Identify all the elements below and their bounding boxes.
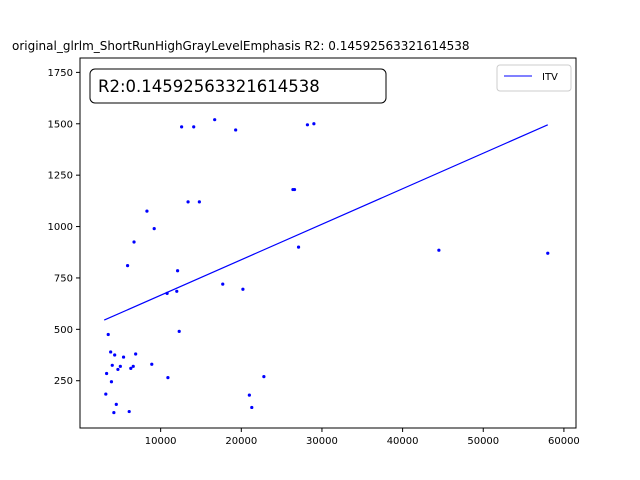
- scatter-point: [250, 405, 254, 410]
- scatter-point: [131, 364, 135, 368]
- r2-annotation: R2:0.14592563321614538: [89, 68, 387, 104]
- y-tick-label: 750: [54, 273, 73, 284]
- chart-title: original_glrlm_ShortRunHighGrayLevelEmph…: [12, 39, 470, 53]
- legend-box: [496, 64, 572, 92]
- scatter-point: [104, 392, 108, 396]
- scatter-point: [234, 128, 238, 132]
- y-tick-label: 500: [54, 325, 73, 336]
- scatter-point: [175, 289, 179, 293]
- scatter-point: [292, 187, 297, 192]
- scatter-point: [262, 375, 266, 379]
- x-tick-label: 10000: [145, 436, 177, 447]
- scatter-point: [241, 287, 245, 291]
- scatter-point: [106, 332, 110, 337]
- y-tick-label: 250: [54, 376, 73, 387]
- regression-line: [103, 124, 549, 321]
- scatter-point: [105, 371, 109, 376]
- scatter-point: [134, 352, 138, 356]
- scatter-point: [125, 264, 130, 268]
- legend-label-itv: ITV: [542, 72, 558, 83]
- x-tick-label: 50000: [467, 436, 499, 447]
- scatter-point: [165, 291, 169, 295]
- scatter-point: [175, 269, 180, 273]
- scatter-point: [180, 125, 184, 129]
- data-marks: [103, 118, 550, 415]
- scatter-point: [192, 125, 196, 129]
- y-tick-label: 1250: [48, 171, 73, 182]
- scatter-point: [197, 200, 201, 204]
- legend: ITV: [496, 64, 572, 92]
- plot-frame: [79, 57, 577, 429]
- scatter-point: [296, 245, 301, 249]
- scatter-point: [247, 393, 251, 397]
- scatter-point: [121, 355, 126, 359]
- scatter-point: [186, 200, 190, 204]
- scatter-point: [166, 376, 170, 380]
- scatter-point: [118, 364, 122, 368]
- scatter-point: [109, 380, 114, 384]
- x-tick-label: 30000: [306, 436, 338, 447]
- scatter-point: [129, 366, 133, 370]
- y-tick-label: 1500: [48, 119, 73, 130]
- scatter-point: [114, 402, 118, 406]
- scatter-point: [145, 209, 149, 213]
- scatter-point: [213, 118, 217, 122]
- scatter-point: [312, 122, 316, 126]
- scatter-point: [132, 240, 136, 244]
- plot-area: [79, 57, 577, 429]
- scatter-point: [177, 329, 181, 333]
- r2-annotation-text: R2:0.14592563321614538: [98, 77, 320, 96]
- scatter-point: [437, 248, 441, 252]
- scatter-point: [150, 362, 154, 366]
- y-axis: 250 500 750 1000 1250 1500 1750: [48, 68, 80, 387]
- scatter-point: [109, 350, 113, 354]
- scatter-point: [152, 227, 156, 231]
- x-tick-label: 60000: [548, 436, 580, 447]
- scatter-point: [113, 353, 117, 357]
- scatter-point: [221, 282, 225, 286]
- scatter-point: [116, 367, 120, 372]
- scatter-point: [110, 363, 114, 367]
- x-tick-label: 40000: [387, 436, 419, 447]
- scatter-point: [127, 409, 131, 414]
- x-tick-label: 20000: [225, 436, 257, 447]
- y-tick-label: 1000: [48, 222, 73, 233]
- scatter-point: [112, 410, 116, 415]
- x-axis: 10000 20000 30000 40000 50000 60000: [145, 428, 580, 447]
- y-tick-label: 1750: [48, 68, 73, 79]
- scatter-point: [305, 123, 310, 127]
- scatter-point: [546, 251, 550, 255]
- r2-annotation-box: [89, 68, 387, 104]
